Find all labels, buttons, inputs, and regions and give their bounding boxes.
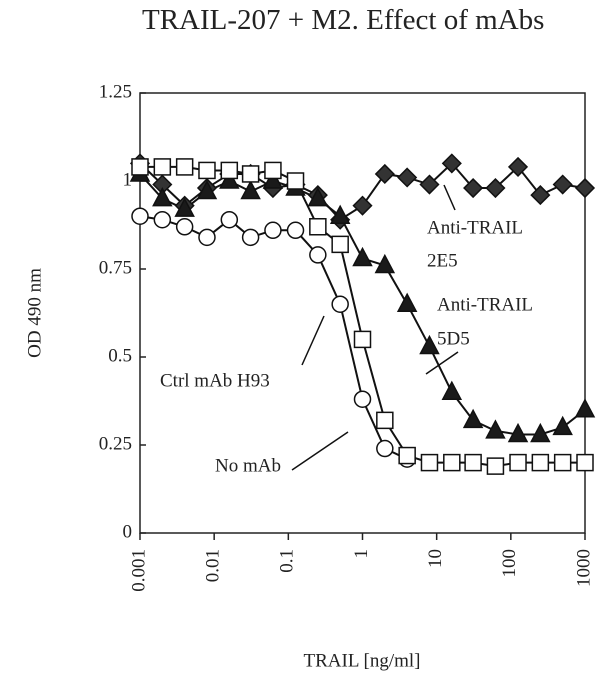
x-tick-label: 100	[499, 549, 520, 578]
point	[485, 419, 506, 439]
point	[374, 163, 395, 185]
y-tick-label: 1.25	[99, 81, 132, 102]
point	[574, 177, 596, 199]
point	[152, 186, 173, 207]
point	[374, 253, 396, 274]
leader-line	[301, 315, 325, 366]
point	[331, 235, 349, 254]
y-tick-label: 1	[123, 169, 133, 190]
point	[241, 165, 260, 183]
point	[376, 411, 394, 430]
x-tick-label: 0.01	[203, 549, 224, 582]
point	[419, 174, 440, 195]
point	[485, 177, 506, 199]
point	[463, 177, 484, 199]
point	[131, 207, 149, 225]
x-tick-label: 0.001	[128, 549, 149, 592]
x-axis-label: TRAIL [ng/ml]	[304, 650, 421, 671]
point	[419, 334, 440, 355]
point	[552, 174, 573, 195]
chart-title: TRAIL-207 + M2. Effect of mAbs	[142, 4, 545, 36]
annotation: 5D5	[437, 328, 470, 349]
y-tick-label: 0.5	[108, 345, 132, 366]
point	[353, 330, 372, 349]
y-tick-label: 0.75	[99, 257, 132, 278]
point	[420, 453, 439, 472]
point	[486, 457, 505, 475]
point	[509, 453, 527, 472]
leader-line	[443, 184, 456, 211]
point	[198, 228, 216, 247]
point	[574, 398, 596, 418]
point	[240, 179, 261, 200]
point	[352, 195, 373, 216]
point	[553, 453, 572, 472]
leader-line	[425, 351, 459, 375]
point	[220, 161, 239, 180]
point	[241, 228, 260, 247]
point	[397, 167, 418, 188]
point	[286, 172, 305, 190]
x-tick-label: 1000	[573, 549, 594, 587]
point	[576, 453, 594, 472]
point	[353, 390, 372, 408]
point	[264, 161, 282, 180]
point	[530, 185, 551, 206]
annotation: Anti-TRAIL	[427, 217, 523, 238]
x-tick-label: 10	[425, 549, 446, 568]
point	[175, 158, 194, 176]
point	[441, 153, 462, 174]
point	[530, 422, 551, 443]
point	[153, 210, 172, 229]
point	[196, 179, 218, 200]
annotation: 2E5	[427, 250, 458, 271]
point	[175, 218, 194, 236]
point	[552, 415, 573, 436]
y-axis-label: OD 490 nm	[24, 268, 45, 358]
point	[131, 158, 149, 176]
point	[464, 453, 482, 472]
x-tick-label: 1	[351, 549, 372, 559]
x-tick-label: 0.1	[277, 549, 298, 573]
point	[507, 156, 529, 177]
point	[219, 169, 240, 189]
point	[398, 446, 416, 465]
point	[307, 186, 329, 207]
point	[396, 292, 418, 312]
point	[264, 221, 282, 240]
point	[376, 439, 394, 458]
point	[331, 295, 349, 313]
point	[309, 218, 327, 236]
point	[443, 453, 461, 472]
point	[262, 169, 284, 189]
point	[309, 246, 327, 264]
annotation: Anti-TRAIL	[437, 294, 533, 315]
point	[531, 453, 550, 472]
leader-line	[291, 431, 349, 471]
point	[441, 380, 463, 400]
y-tick-label: 0	[123, 521, 133, 542]
annotation: No mAb	[215, 455, 281, 476]
point	[286, 221, 305, 240]
point	[507, 422, 529, 443]
point	[329, 204, 351, 224]
point	[462, 408, 484, 429]
y-tick-label: 0.25	[99, 433, 132, 454]
point	[220, 210, 239, 229]
annotation: Ctrl mAb H93	[160, 370, 270, 391]
point	[174, 197, 195, 217]
point	[198, 161, 216, 180]
point	[352, 246, 373, 267]
point	[153, 158, 172, 176]
